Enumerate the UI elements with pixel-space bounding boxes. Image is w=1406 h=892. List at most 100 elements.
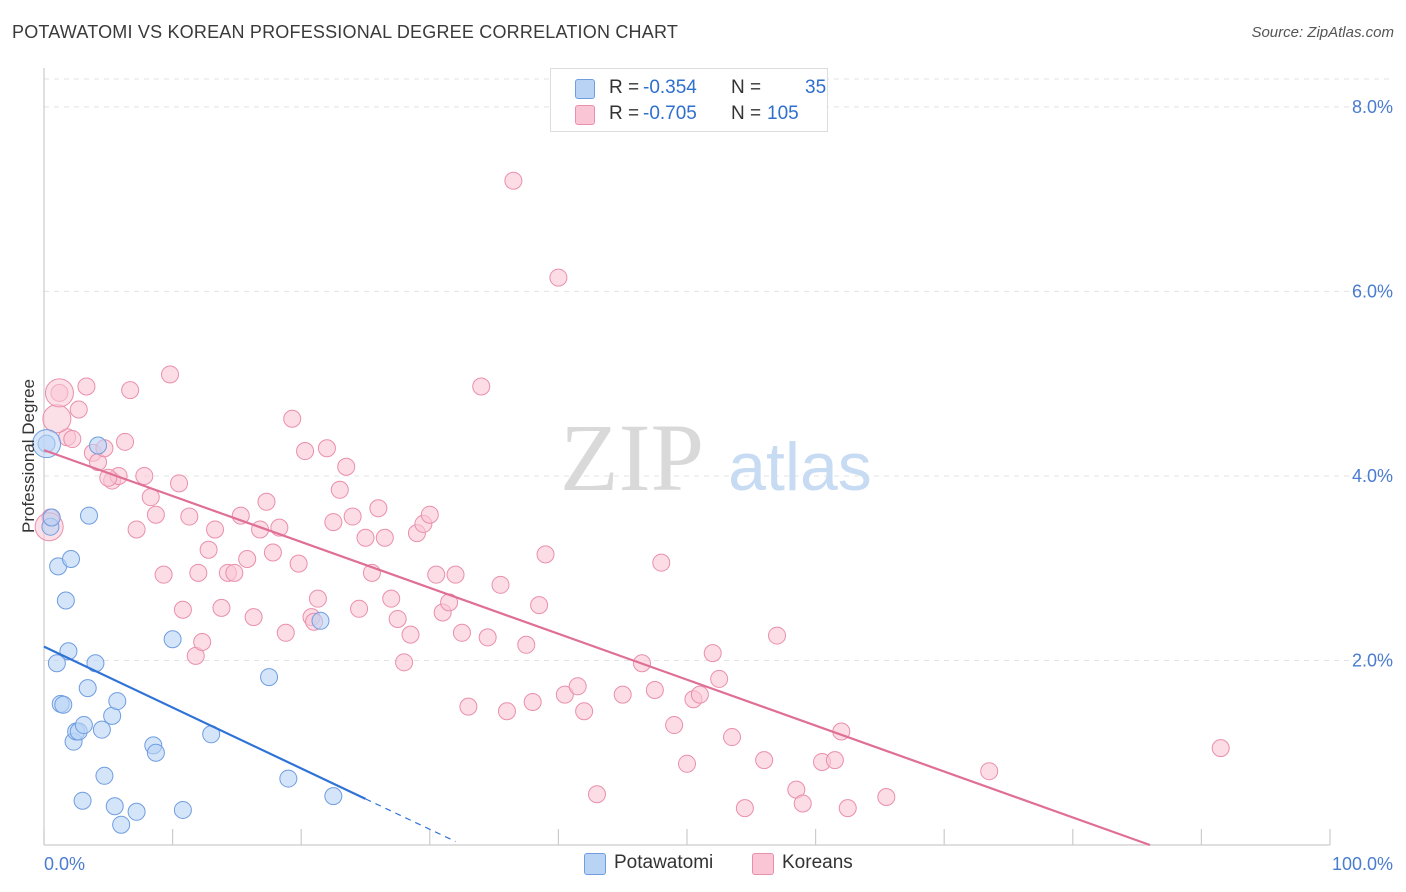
data-point-koreans [212, 598, 231, 617]
data-point-koreans [446, 565, 465, 584]
y-tick-label: 4.0% [1352, 466, 1393, 486]
data-point-potawatomi [112, 815, 131, 834]
data-point-potawatomi [62, 549, 81, 568]
data-point-koreans [530, 596, 549, 615]
legend-n-label: N = [731, 103, 762, 124]
data-point-koreans [652, 553, 671, 572]
data-point-koreans [225, 563, 244, 582]
data-point-koreans [452, 623, 471, 642]
data-point-koreans [161, 365, 180, 384]
data-point-koreans [587, 785, 606, 804]
legend-n-value: 105 [767, 103, 799, 124]
data-point-koreans [735, 799, 754, 818]
data-point-koreans [478, 628, 497, 647]
tick-labels: 2.0% 4.0% 6.0% 8.0% 0.0% 100.0% [44, 97, 1393, 874]
data-point-koreans [350, 599, 369, 618]
data-point-koreans [154, 565, 173, 584]
bottom-legend-label: Potawatomi [614, 852, 714, 873]
data-point-koreans [549, 268, 568, 287]
data-point-koreans [517, 635, 536, 654]
data-point-koreans [568, 677, 587, 696]
data-point-koreans [755, 751, 774, 770]
data-point-koreans [497, 702, 516, 721]
data-point-koreans [459, 697, 478, 716]
data-point-potawatomi [92, 720, 111, 739]
data-point-koreans [980, 762, 999, 781]
data-point-potawatomi [173, 800, 192, 819]
bottom-legend-swatch-koreans [752, 853, 774, 875]
data-point-koreans [238, 549, 257, 568]
data-point-koreans [77, 377, 96, 396]
data-point-koreans [575, 702, 594, 721]
data-point-potawatomi [163, 630, 182, 649]
legend-r-label: R = [609, 103, 640, 124]
data-point-koreans [356, 528, 375, 547]
legend: R = -0.354 N = 35 R = -0.705 N = 105 [550, 68, 828, 132]
data-point-potawatomi [54, 695, 73, 714]
data-point-potawatomi [311, 611, 330, 630]
legend-swatch-potawatomi [575, 79, 595, 99]
data-point-koreans [877, 788, 896, 807]
data-point-koreans [690, 685, 709, 704]
source-label: Source: ZipAtlas.com [1251, 24, 1394, 41]
bottom-legend-label: Koreans [782, 852, 853, 873]
data-point-potawatomi [105, 797, 124, 816]
data-point-koreans [330, 480, 349, 499]
x-tick-label: 0.0% [44, 854, 85, 874]
data-point-koreans [472, 377, 491, 396]
y-tick-label: 6.0% [1352, 281, 1393, 301]
y-tick-label: 2.0% [1352, 650, 1393, 670]
legend-r-value: -0.354 [643, 77, 697, 98]
data-point-koreans [375, 528, 394, 547]
data-point-koreans [382, 589, 401, 608]
data-point-koreans [69, 400, 88, 419]
data-point-koreans [296, 442, 315, 461]
data-point-potawatomi [324, 787, 343, 806]
data-point-koreans [337, 457, 356, 476]
data-point-koreans [710, 669, 729, 688]
data-point-koreans [199, 540, 218, 559]
data-point-potawatomi [32, 429, 62, 459]
data-point-potawatomi [108, 692, 127, 711]
data-point-koreans [723, 728, 742, 747]
data-point-koreans [42, 404, 72, 434]
data-point-potawatomi [127, 802, 146, 821]
data-point-koreans [257, 492, 276, 511]
data-point-potawatomi [89, 436, 108, 455]
y-axis-label: Professional Degree [19, 379, 38, 533]
data-point-koreans [504, 171, 523, 190]
data-point-koreans [343, 507, 362, 526]
data-point-koreans [838, 799, 857, 818]
data-point-koreans [613, 685, 632, 704]
chart-title: POTAWATOMI VS KOREAN PROFESSIONAL DEGREE… [12, 22, 679, 42]
data-point-koreans [116, 432, 135, 451]
data-point-koreans [703, 644, 722, 663]
legend-r-label: R = [609, 77, 640, 98]
data-point-koreans [170, 474, 189, 493]
data-point-koreans [555, 685, 574, 704]
legend-n-label: N = [731, 77, 762, 98]
data-point-koreans [324, 513, 343, 532]
data-point-koreans [825, 751, 844, 770]
data-point-koreans [263, 543, 282, 562]
data-point-koreans [793, 794, 812, 813]
data-point-potawatomi [260, 668, 279, 687]
data-point-potawatomi [146, 743, 165, 762]
x-tick-label: 100.0% [1332, 854, 1393, 874]
data-point-koreans [523, 692, 542, 711]
gridlines [44, 78, 1394, 661]
trend-lines [43, 449, 1151, 847]
data-point-koreans [135, 466, 154, 485]
trend-line-extension-potawatomi [365, 798, 456, 843]
data-point-koreans [395, 653, 414, 672]
y-tick-label: 8.0% [1352, 97, 1393, 117]
data-point-koreans [283, 409, 302, 428]
data-point-potawatomi [73, 791, 92, 810]
data-point-koreans [189, 563, 208, 582]
trend-line-koreans [43, 449, 1151, 847]
data-point-potawatomi [74, 716, 93, 735]
data-point-potawatomi [47, 654, 66, 673]
data-point-potawatomi [42, 508, 61, 527]
data-point-koreans [1211, 739, 1230, 758]
